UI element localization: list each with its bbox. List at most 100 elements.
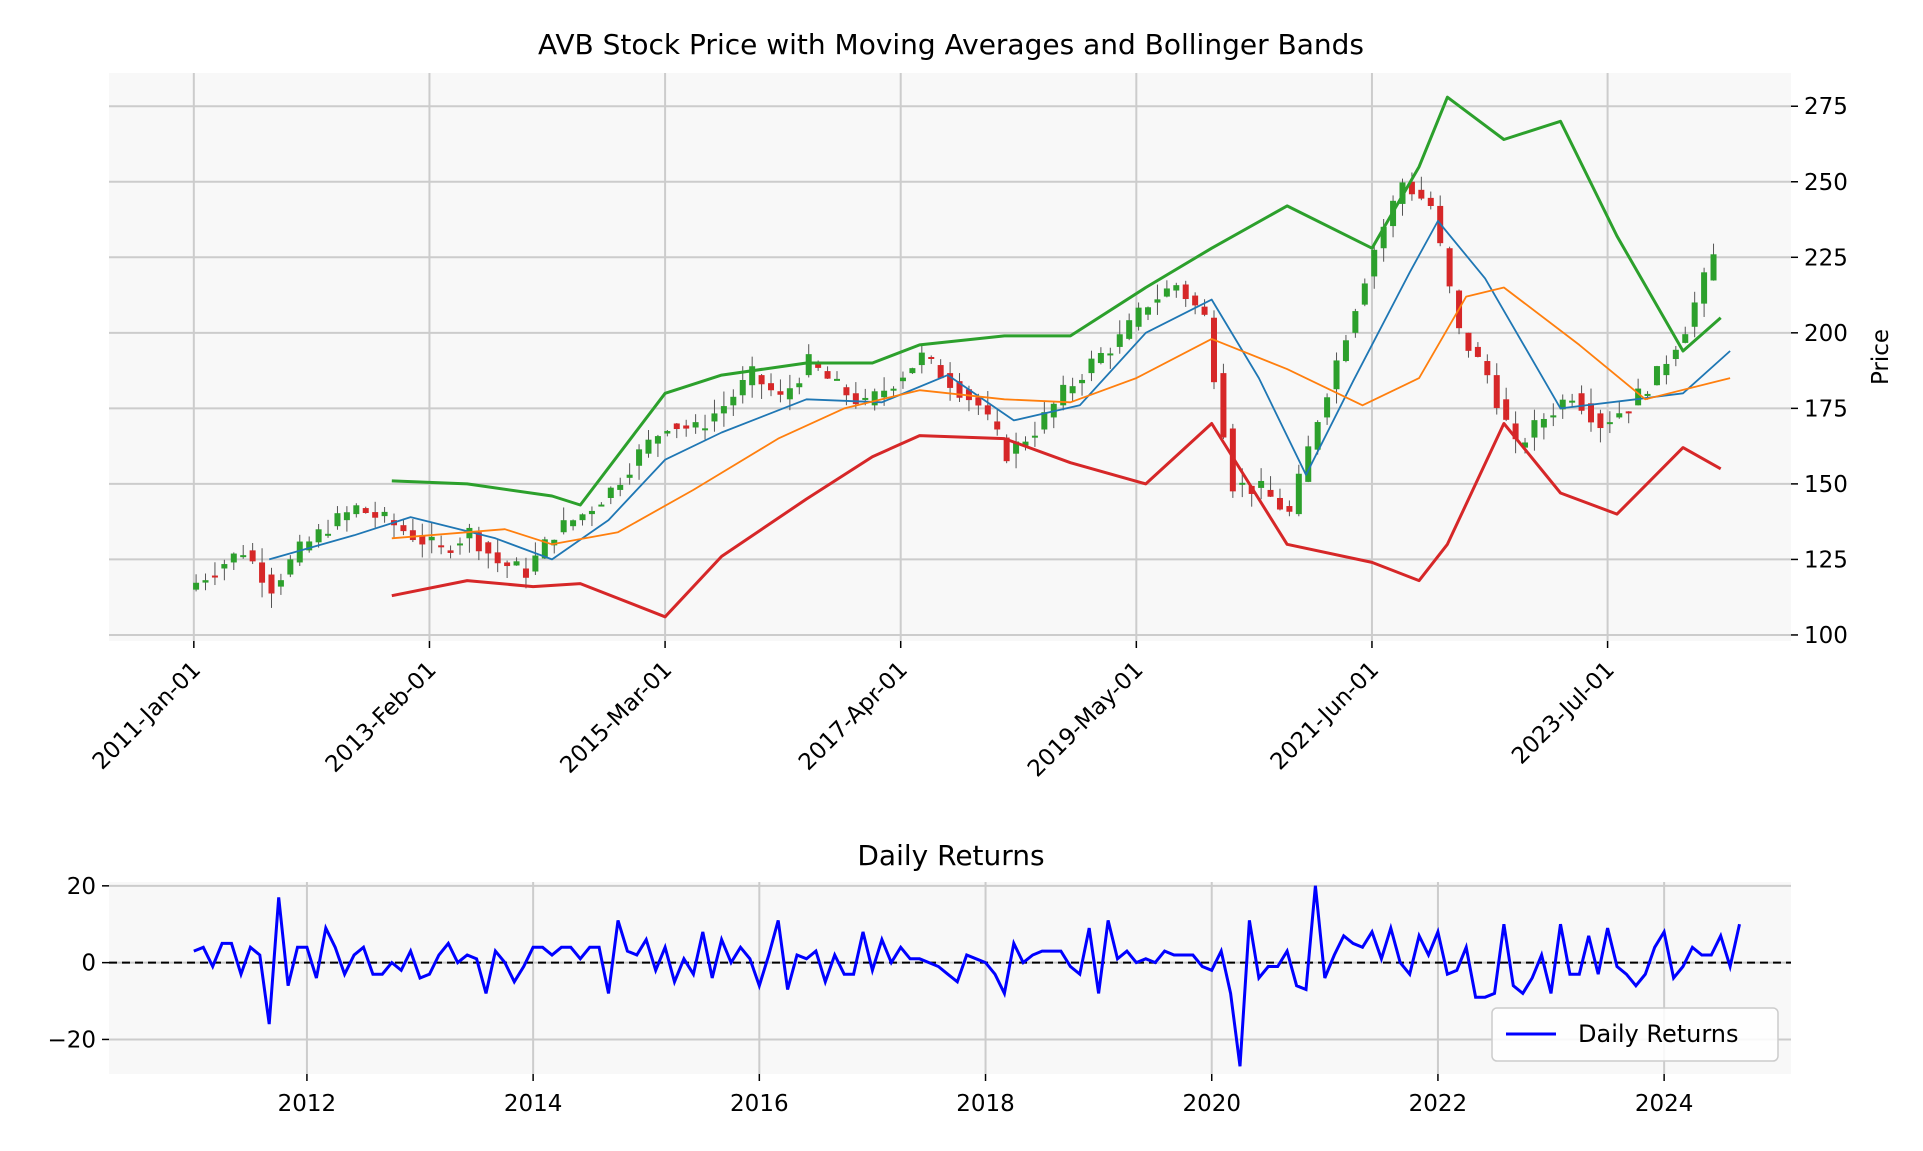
candle-body: [362, 508, 369, 513]
candle-body: [541, 539, 548, 559]
price-y-tick-label: 200: [1804, 321, 1848, 347]
candle-body: [1710, 254, 1717, 281]
candle-body: [315, 529, 322, 543]
candle-body: [532, 555, 539, 572]
candle-body: [494, 552, 501, 564]
candle-body: [1587, 403, 1594, 423]
bb-upper-line: [391, 95, 1722, 507]
candle-body: [1540, 418, 1547, 428]
returns-y-tick-label: 20: [67, 874, 96, 900]
price-x-tick-label: 2015-Mar-01: [555, 657, 677, 779]
candle-body: [334, 513, 341, 527]
candle-body: [862, 397, 869, 400]
candle-body: [617, 484, 624, 490]
price-y-tick-label: 250: [1804, 170, 1848, 196]
candle-body: [626, 474, 633, 478]
returns-x-tick-label: 2016: [730, 1091, 789, 1117]
returns-x-tick-label: 2012: [278, 1091, 337, 1117]
ma-slow-line: [391, 286, 1731, 546]
candle-body: [636, 449, 643, 466]
candle-body: [259, 562, 266, 583]
candle-body: [1079, 379, 1086, 384]
candle-body: [711, 413, 718, 422]
price-grid: [109, 73, 1791, 641]
candle-body: [730, 396, 737, 406]
candle-body: [466, 527, 473, 539]
returns-x-tick-label: 2018: [956, 1091, 1015, 1117]
candle-body: [1192, 295, 1199, 306]
candle-body: [843, 387, 850, 396]
candle-body: [1635, 388, 1642, 406]
candle-body: [1484, 361, 1491, 376]
candle-body: [1701, 272, 1708, 304]
price-x-tick-label: 2023-Jul-01: [1507, 657, 1620, 770]
price-plot-area: [109, 73, 1791, 641]
candle-body: [579, 514, 586, 521]
candle-body: [588, 510, 595, 515]
candle-body: [1663, 363, 1670, 376]
candle-body: [1569, 400, 1576, 403]
candle-body: [1173, 285, 1180, 291]
candle-body: [739, 379, 746, 396]
candle-body: [918, 352, 925, 366]
candle-body: [1512, 423, 1519, 440]
candle-body: [720, 406, 727, 414]
candle-body: [296, 541, 303, 563]
candle-body: [1625, 411, 1632, 414]
candle-body: [1522, 442, 1529, 448]
candle-body: [673, 423, 680, 430]
candle-body: [306, 541, 313, 551]
candle-body: [447, 550, 454, 553]
candle-body: [193, 582, 200, 590]
candle-body: [513, 561, 520, 566]
candle-body: [1088, 358, 1095, 374]
candle-body: [428, 536, 435, 541]
candle-body: [645, 439, 652, 454]
candle-body: [899, 377, 906, 382]
candle-body: [1352, 311, 1359, 333]
candle-body: [419, 535, 426, 545]
legend-box: [1491, 1007, 1779, 1062]
candle-body: [560, 520, 567, 533]
candle-body: [1361, 283, 1368, 305]
candle-body: [343, 512, 350, 521]
candle-body: [570, 520, 577, 527]
candle-body: [1097, 352, 1104, 364]
candle-body: [1126, 320, 1133, 339]
candle-body: [230, 553, 237, 563]
candle-body: [1013, 441, 1020, 454]
candle-body: [1531, 420, 1538, 438]
candle-body: [1371, 249, 1378, 277]
price-y-tick-label: 275: [1804, 94, 1848, 120]
candle-body: [1182, 284, 1189, 300]
candle-body: [1314, 422, 1321, 450]
returns-x-tick-label: 2024: [1635, 1091, 1694, 1117]
candle-body: [1003, 437, 1010, 462]
candle-body: [805, 354, 812, 376]
indicator-lines: [268, 95, 1731, 619]
returns-x-tick-label: 2022: [1409, 1091, 1468, 1117]
price-y-tick-label: 100: [1804, 623, 1848, 649]
candle-body: [202, 580, 209, 583]
candle-body: [1682, 334, 1689, 343]
returns-y-tick-label: −20: [47, 1027, 96, 1053]
price-x-tick-labels: 2011-Jan-01 2013-Feb-01 2015-Mar-01 2017-Ap…: [88, 641, 1620, 782]
candle-body: [598, 504, 605, 507]
candle-body: [1069, 386, 1076, 394]
candle-body: [221, 564, 228, 569]
candle-body: [1606, 422, 1613, 425]
candle-body: [692, 422, 699, 428]
candle-body: [815, 363, 822, 368]
candle-body: [1672, 349, 1679, 360]
candle-body: [456, 543, 463, 546]
price-x-tick-label: 2017-Apr-01: [794, 657, 913, 776]
candle-body: [1503, 399, 1510, 420]
candle-body: [1474, 346, 1481, 357]
candle-body: [683, 425, 690, 429]
candle-body: [325, 533, 332, 536]
candle-body: [1653, 366, 1660, 386]
returns-x-tick-label: 2020: [1182, 1091, 1241, 1117]
price-y-tick-labels: 100 125 150 175 200 225 250 275: [1791, 94, 1848, 649]
candle-body: [1041, 412, 1048, 430]
candle-body: [664, 431, 671, 434]
